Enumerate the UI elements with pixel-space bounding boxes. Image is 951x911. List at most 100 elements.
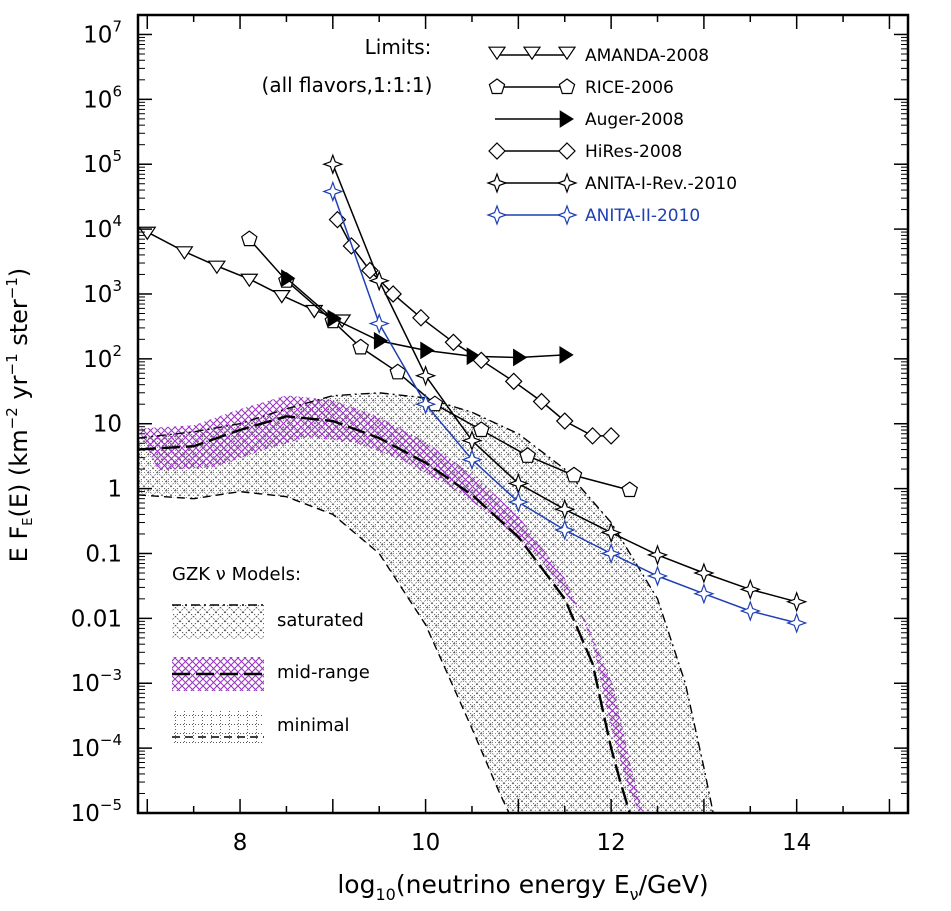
legend-entry: ANITA-I-Rev.-2010 <box>486 172 737 194</box>
y-axis-label-yr: yr <box>5 375 33 407</box>
legend-entry: ANITA-II-2010 <box>486 204 700 226</box>
legend-marker <box>558 142 576 160</box>
plot-frame <box>136 13 910 815</box>
x-tick-label: 14 <box>782 830 811 856</box>
limit-series <box>138 153 808 634</box>
data-point <box>361 261 379 280</box>
data-point <box>389 363 407 380</box>
series-hires-2008 <box>328 210 620 445</box>
y-tick-label: 10−5 <box>71 796 122 827</box>
y-axis-label-sup1: −2 <box>3 407 21 429</box>
model-legend-swatch <box>172 710 264 744</box>
data-point <box>621 481 639 498</box>
data-point <box>272 290 291 304</box>
axis-ticks <box>138 15 908 814</box>
legend-entry: AMANDA-2008 <box>487 46 709 66</box>
data-point <box>785 612 808 634</box>
y-tick-label: 107 <box>83 17 122 48</box>
axis-tick-labels: 8 10 12 141071061051041031021010.10.0110−31… <box>71 17 812 856</box>
data-point <box>559 346 574 364</box>
x-tick-label: 12 <box>596 830 625 856</box>
data-point <box>583 427 602 445</box>
legend-marker <box>559 110 574 128</box>
y-tick-label: 103 <box>83 277 122 308</box>
legend-entry: HiRes-2008 <box>488 142 682 162</box>
legend-label: HiRes-2008 <box>585 142 682 162</box>
x-axis-label: log10(neutrino energy Eν/GeV) <box>337 870 708 904</box>
legend-entry: RICE-2006 <box>488 78 674 98</box>
model-legend-entry: mid-range <box>172 657 370 691</box>
legend-label: AMANDA-2008 <box>585 46 709 66</box>
data-point <box>175 246 194 260</box>
y-axis-label-ster: ster <box>5 299 33 353</box>
y-axis-label-sub: E <box>21 517 36 525</box>
y-axis-label-end: ) <box>5 268 33 277</box>
legend-marker <box>488 142 506 160</box>
data-point <box>327 309 342 328</box>
data-point <box>352 338 370 355</box>
y-axis-label: E FE(E) (km−2 yr−1 ster−1) <box>3 268 36 563</box>
data-point <box>553 498 576 521</box>
data-point <box>240 273 259 288</box>
data-point <box>507 491 530 513</box>
y-tick-label: 104 <box>83 212 122 243</box>
y-tick-label: 1 <box>107 477 122 503</box>
y-tick-label: 0.1 <box>85 541 122 567</box>
y-axis-label-sup3: −1 <box>3 277 21 299</box>
legend-marker <box>558 78 576 95</box>
series-legend: AMANDA-2008 RICE-2006 Auger-2008 HiRes-2008… <box>486 46 737 226</box>
model-legend-label: mid-range <box>277 662 370 683</box>
data-point <box>414 364 437 387</box>
data-point <box>600 542 622 565</box>
data-point <box>207 260 226 275</box>
series-anita-i-rev-2010 <box>322 153 808 613</box>
data-point <box>646 544 669 566</box>
y-axis-label-pre: E F <box>5 526 33 563</box>
data-point <box>138 226 157 241</box>
mid-range-curve <box>138 415 631 813</box>
y-tick-label: 105 <box>83 147 122 178</box>
x-axis-label-nu: ν <box>630 885 639 904</box>
data-point <box>600 521 622 544</box>
model-legend-swatch <box>172 605 264 639</box>
model-lines <box>138 392 714 813</box>
x-axis-label-sub: 10 <box>375 885 395 904</box>
data-point <box>420 341 435 360</box>
legend-marker <box>486 204 508 226</box>
data-point <box>240 230 258 247</box>
legend-label: RICE-2006 <box>585 78 674 98</box>
models-title: GZK ν Models: <box>172 564 301 585</box>
data-point <box>693 562 715 584</box>
model-bands <box>138 392 714 813</box>
legend-entry: Auger-2008 <box>495 110 684 130</box>
model-legend-label: saturated <box>277 610 364 631</box>
y-tick-label: 10 <box>93 412 122 438</box>
legend-marker <box>522 46 542 61</box>
data-point <box>412 308 430 327</box>
data-point <box>426 395 444 412</box>
data-point <box>328 210 347 229</box>
limits-title: Limits: <box>365 35 432 59</box>
data-point <box>513 348 528 367</box>
legend-marker <box>556 204 578 226</box>
data-point <box>414 393 437 415</box>
y-tick-label: 0.01 <box>71 606 122 632</box>
data-point <box>461 448 483 471</box>
x-tick-label: 8 <box>233 830 248 856</box>
data-point <box>602 427 620 445</box>
legend-marker <box>486 172 508 194</box>
data-point <box>555 412 574 430</box>
legend-marker <box>556 172 578 194</box>
data-point <box>368 269 390 292</box>
legend-marker <box>557 46 577 61</box>
y-tick-label: 10−4 <box>71 731 122 762</box>
legend-marker <box>487 46 507 61</box>
limits-subtitle: (all flavors,1:1:1) <box>262 73 433 97</box>
data-point <box>504 372 523 391</box>
data-point <box>519 447 536 463</box>
models-legend: saturated mid-range minimal <box>172 604 370 744</box>
data-point <box>322 153 344 175</box>
y-axis-label-sup2: −1 <box>3 353 21 375</box>
x-axis-label-log: log <box>337 870 375 899</box>
